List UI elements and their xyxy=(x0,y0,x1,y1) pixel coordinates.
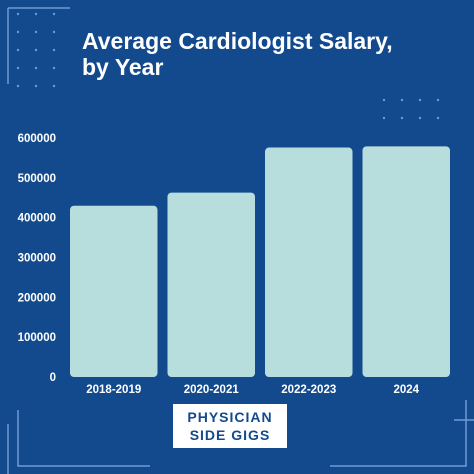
y-tick-label: 0 xyxy=(50,372,56,384)
decoration-dot xyxy=(52,48,56,52)
y-tick-label: 600000 xyxy=(18,133,56,145)
decoration-dot xyxy=(400,98,404,102)
decoration-dot xyxy=(16,30,20,34)
decoration-dot xyxy=(52,66,56,70)
y-tick-label: 300000 xyxy=(18,253,56,265)
y-tick-label: 500000 xyxy=(18,173,56,185)
bar xyxy=(362,146,450,377)
decoration-dot xyxy=(16,12,20,16)
chart-title-line: Average Cardiologist Salary, xyxy=(82,28,393,54)
decoration-dot xyxy=(400,116,404,120)
x-tick-label: 2018-2019 xyxy=(86,384,141,396)
decoration-dot xyxy=(382,116,386,120)
decoration-dot xyxy=(16,48,20,52)
bar xyxy=(70,205,158,377)
corner-line-decoration xyxy=(17,410,150,467)
decoration-dot xyxy=(52,12,56,16)
chart-title: Average Cardiologist Salary, by Year xyxy=(82,28,462,80)
decoration-dot xyxy=(418,98,422,102)
corner-line-decoration xyxy=(330,400,467,467)
decoration-dot xyxy=(34,30,38,34)
dot-grid-decoration xyxy=(16,12,56,88)
y-tick-label: 200000 xyxy=(18,292,56,304)
decoration-dot xyxy=(16,84,20,88)
decoration-dot xyxy=(34,84,38,88)
brand-logo: PHYSICIAN SIDE GIGS xyxy=(173,404,287,448)
decoration-dot xyxy=(418,116,422,120)
bar xyxy=(265,147,353,377)
decoration-dot xyxy=(382,98,386,102)
y-tick-label: 400000 xyxy=(18,213,56,225)
decoration-dot xyxy=(16,66,20,70)
brand-logo-line: PHYSICIAN xyxy=(187,409,273,425)
chart-title-line: by Year xyxy=(82,54,164,80)
decoration-dot xyxy=(436,98,440,102)
decoration-dot xyxy=(52,30,56,34)
brand-logo-line: SIDE GIGS xyxy=(189,427,271,443)
x-tick-label: 2024 xyxy=(393,384,419,396)
y-tick-label: 100000 xyxy=(18,332,56,344)
decoration-dot xyxy=(34,66,38,70)
dot-grid-decoration xyxy=(382,98,440,120)
decoration-dot xyxy=(34,48,38,52)
x-tick-label: 2022-2023 xyxy=(281,384,336,396)
decoration-dot xyxy=(436,116,440,120)
decoration-dot xyxy=(34,12,38,16)
bar xyxy=(167,192,255,377)
decoration-dot xyxy=(52,84,56,88)
x-tick-label: 2020-2021 xyxy=(184,384,240,396)
